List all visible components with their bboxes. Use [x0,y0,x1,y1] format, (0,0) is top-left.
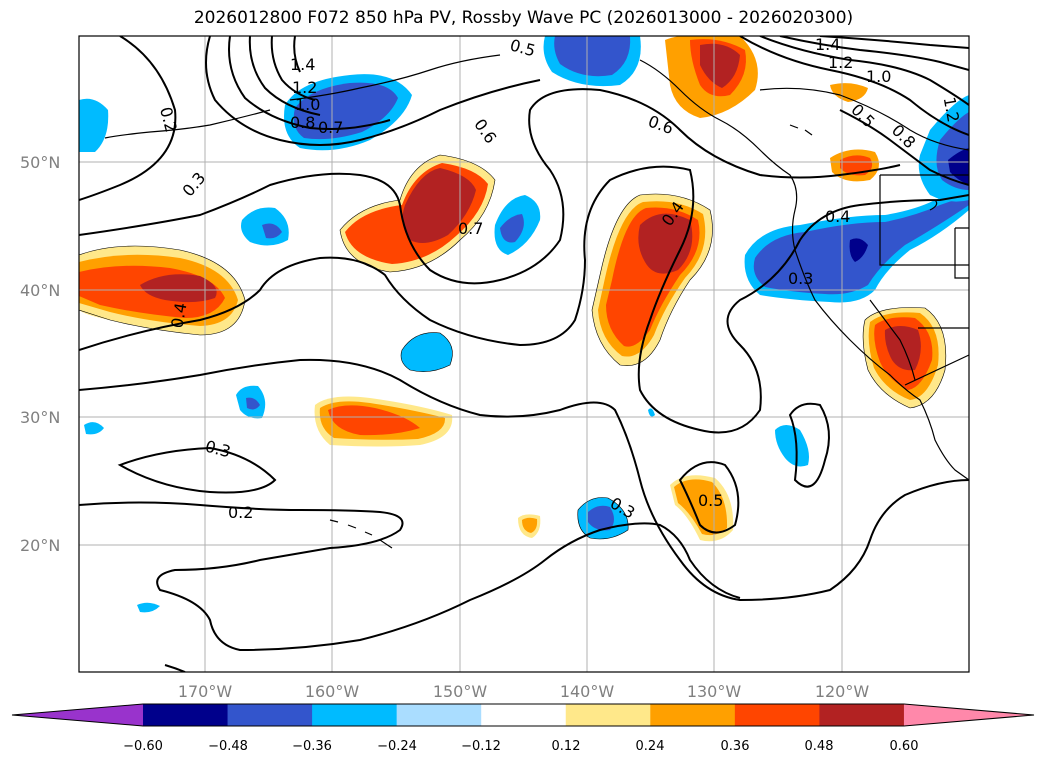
lon-label-160w: 160°W [305,682,360,701]
map-frame [78,35,970,673]
colorbar-segment [734,704,820,726]
map-title: 2026012800 F072 850 hPa PV, Rossby Wave … [193,8,854,28]
contour-label: 1.4 [815,35,840,54]
colorbar [11,703,1035,727]
lat-label-20n: 20°N [20,536,60,555]
contour-label: 1.2 [292,78,317,97]
colorbar-tick-label: 0.24 [636,739,665,754]
shading-outlines [79,154,947,540]
gridlines [79,36,969,672]
colorbar-segment [481,704,567,726]
colorbar-tick-label: 0.60 [890,739,919,754]
lon-label-170w: 170°W [178,682,233,701]
contour-label: 1.4 [290,55,315,74]
contour-label: 0.4 [167,301,190,329]
colorbar-segment [312,704,398,726]
map-panel: 1.4 1.2 1.0 0.8 0.7 0.2 0.3 0.5 0.6 0.6 … [79,35,969,672]
lon-label-120w: 120°W [815,682,870,701]
lon-label-130w: 130°W [687,682,742,701]
contour-label: 0.4 [825,207,850,226]
colorbar-tick-label: −0.48 [208,739,248,754]
colorbar-tick-label: −0.24 [377,739,417,754]
colorbar-segment [650,704,736,726]
lon-label-140w: 140°W [560,682,615,701]
lat-label-50n: 50°N [20,153,60,172]
negative-anomaly-fills [79,36,969,613]
map-background [79,36,969,672]
positive-anomaly-fills [79,36,946,542]
pv-contours [79,36,969,672]
contour-label: 0.2 [228,503,253,522]
colorbar-segment [227,704,313,726]
colorbar-segment [819,704,905,726]
colorbar-outline [11,703,1035,727]
contour-label: 1.2 [828,53,853,72]
colorbar-tick-label: −0.36 [292,739,332,754]
contour-label: 1.0 [295,95,320,114]
colorbar-tick-labels: −0.60 −0.48 −0.36 −0.24 −0.12 0.12 0.24 … [123,739,918,754]
lat-label-40n: 40°N [20,281,60,300]
colorbar-tick-label: −0.60 [123,739,163,754]
contour-label: 0.3 [788,269,813,288]
colorbar-segment [396,704,482,726]
lat-label-30n: 30°N [20,408,60,427]
contour-label: 0.7 [318,118,343,137]
contour-label: 0.8 [290,113,315,132]
latitude-labels: 50°N 40°N 30°N 20°N [20,153,60,555]
lon-label-150w: 150°W [433,682,488,701]
colorbar-tick-label: 0.12 [552,739,581,754]
colorbar-extend-low [12,704,143,726]
longitude-labels: 170°W 160°W 150°W 140°W 130°W 120°W [178,682,870,701]
colorbar-tick-label: 0.36 [721,739,750,754]
colorbar-segment [143,704,229,726]
colorbar-segment [565,704,651,726]
contour-label: 0.7 [458,219,483,238]
colorbar-extend-high [903,704,1034,726]
colorbar-tick-label: −0.12 [461,739,501,754]
contour-label: 0.5 [698,491,723,510]
contour-label: 1.2 [940,95,963,123]
colorbar-tick-label: 0.48 [805,739,834,754]
contour-label: 1.0 [866,67,891,86]
